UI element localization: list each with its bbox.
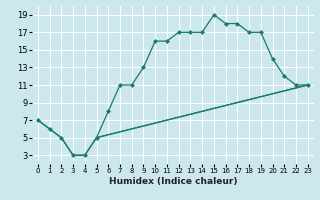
X-axis label: Humidex (Indice chaleur): Humidex (Indice chaleur) xyxy=(108,177,237,186)
